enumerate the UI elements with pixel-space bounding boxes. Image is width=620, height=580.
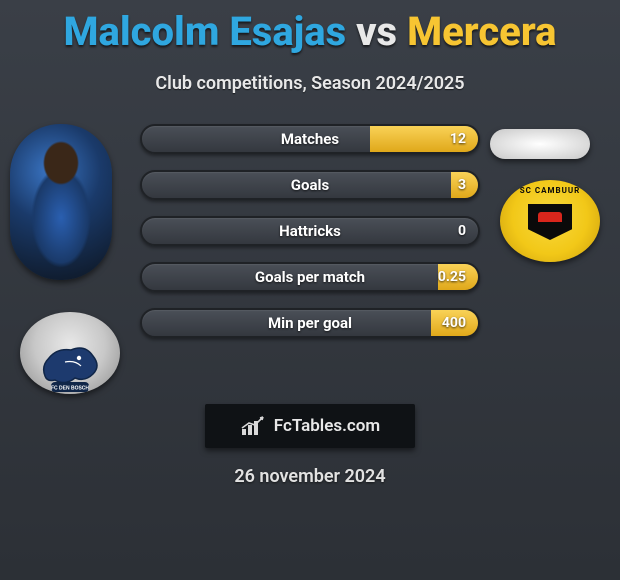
brand-text: FcTables.com <box>274 416 380 436</box>
svg-text:FC DEN BOSCH: FC DEN BOSCH <box>51 386 89 392</box>
bar-chart-icon <box>240 415 266 437</box>
page-title: Malcolm Esajas vs Mercera <box>0 0 620 55</box>
player2-value: 0 <box>458 223 466 239</box>
stat-label: Hattricks <box>279 222 341 240</box>
date-text: 26 november 2024 <box>0 466 620 487</box>
player2-value: 0.25 <box>438 269 466 285</box>
club2-label: SC CAMBUUR <box>500 186 600 195</box>
player2-value: 400 <box>442 315 466 331</box>
player2-avatar <box>490 129 590 159</box>
stat-row: Goals 3 <box>140 170 480 200</box>
stat-row: Min per goal 400 <box>140 308 480 338</box>
player2-name: Mercera <box>407 8 556 55</box>
stat-label: Matches <box>281 130 339 148</box>
player1-avatar <box>10 124 112 280</box>
stat-bars: Matches 12 Goals 3 Hattricks 0 Goals per match… <box>140 124 480 354</box>
comparison-panel: FC DEN BOSCH SC CAMBUUR Matches12Goals3H… <box>0 124 620 384</box>
dragon-icon: FC DEN BOSCH <box>35 336 105 394</box>
subtitle: Club competitions, Season 2024/2025 <box>0 73 620 94</box>
player1-name: Malcolm Esajas <box>64 8 347 55</box>
stat-row: Hattricks 0 <box>140 216 480 246</box>
vs-text: vs <box>356 8 397 55</box>
stat-label: Goals <box>291 176 329 194</box>
club1-badge: FC DEN BOSCH <box>20 312 120 394</box>
stat-label: Min per goal <box>268 314 352 332</box>
stat-row: Matches 12 <box>140 124 480 154</box>
player2-value: 12 <box>450 131 466 147</box>
stat-row: Goals per match 0.25 <box>140 262 480 292</box>
club2-badge: SC CAMBUUR <box>500 180 600 262</box>
player2-value: 3 <box>458 177 466 193</box>
stat-label: Goals per match <box>255 268 365 286</box>
brand-badge[interactable]: FcTables.com <box>205 404 415 448</box>
